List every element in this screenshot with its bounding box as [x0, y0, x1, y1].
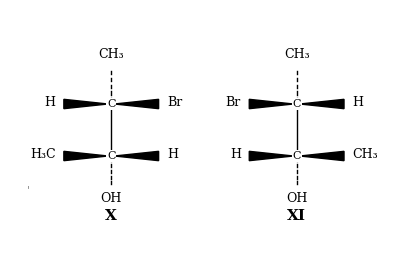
Text: H: H — [230, 148, 241, 161]
Text: CH₃: CH₃ — [98, 48, 124, 61]
Text: X: X — [105, 209, 117, 223]
Text: Br: Br — [226, 96, 241, 109]
Polygon shape — [64, 151, 108, 161]
Text: ': ' — [27, 185, 30, 195]
Text: Br: Br — [167, 96, 182, 109]
Polygon shape — [300, 99, 344, 109]
Polygon shape — [115, 151, 159, 161]
Text: CH₃: CH₃ — [284, 48, 309, 61]
Text: XI: XI — [287, 209, 306, 223]
Text: OH: OH — [101, 192, 122, 205]
Text: C: C — [293, 99, 301, 109]
Text: C: C — [293, 151, 301, 161]
Text: C: C — [107, 99, 115, 109]
Text: C: C — [107, 151, 115, 161]
Polygon shape — [64, 99, 108, 109]
Text: H₃C: H₃C — [30, 148, 56, 161]
Text: H: H — [352, 96, 363, 109]
Polygon shape — [115, 99, 159, 109]
Polygon shape — [249, 99, 293, 109]
Text: H: H — [44, 96, 56, 109]
Text: CH₃: CH₃ — [352, 148, 378, 161]
Text: H: H — [167, 148, 178, 161]
Polygon shape — [300, 151, 344, 161]
Text: OH: OH — [286, 192, 307, 205]
Polygon shape — [249, 151, 293, 161]
